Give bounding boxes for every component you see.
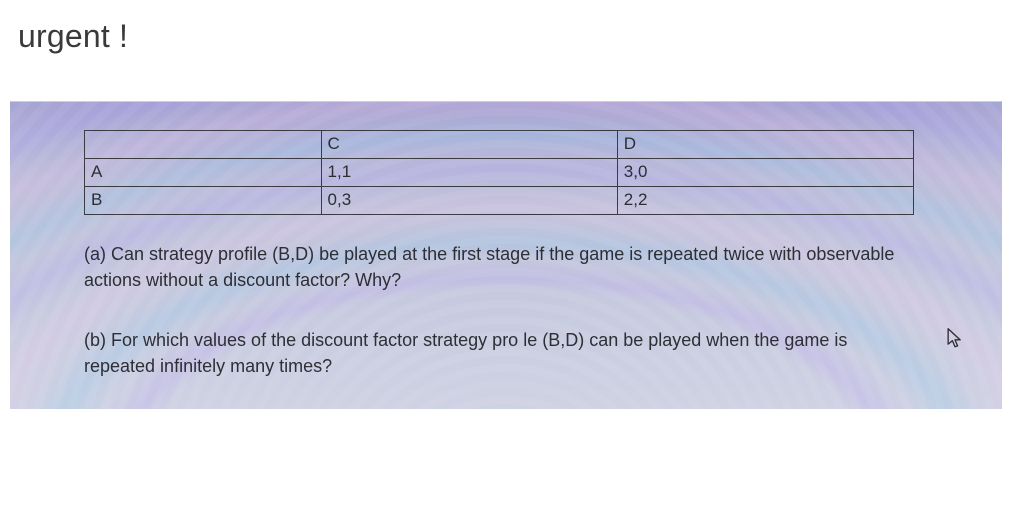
table-header-row-empty xyxy=(85,131,322,159)
payoff-matrix: C D A 1,1 3,0 B 0,3 2,2 xyxy=(84,130,914,215)
question-panel: C D A 1,1 3,0 B 0,3 2,2 (a) Can strategy… xyxy=(10,101,1002,409)
page-root: urgent ! C D A 1,1 3,0 B 0,3 2,2 xyxy=(0,0,1012,512)
cursor-arrow-icon xyxy=(946,327,964,351)
question-a-text: (a) Can strategy profile (B,D) be played… xyxy=(84,241,914,293)
table-row-label-a: A xyxy=(85,159,322,187)
page-title: urgent ! xyxy=(0,0,1012,55)
table-row: A 1,1 3,0 xyxy=(85,159,914,187)
table-header-col-d: D xyxy=(617,131,913,159)
question-b-text: (b) For which values of the discount fac… xyxy=(84,327,914,379)
table-cell-b-c: 0,3 xyxy=(321,187,617,215)
table-cell-a-c: 1,1 xyxy=(321,159,617,187)
table-row-label-b: B xyxy=(85,187,322,215)
table-header-col-c: C xyxy=(321,131,617,159)
table-cell-a-d: 3,0 xyxy=(617,159,913,187)
table-row: B 0,3 2,2 xyxy=(85,187,914,215)
table-cell-b-d: 2,2 xyxy=(617,187,913,215)
question-panel-wrap: C D A 1,1 3,0 B 0,3 2,2 (a) Can strategy… xyxy=(10,101,1002,409)
table-row: C D xyxy=(85,131,914,159)
